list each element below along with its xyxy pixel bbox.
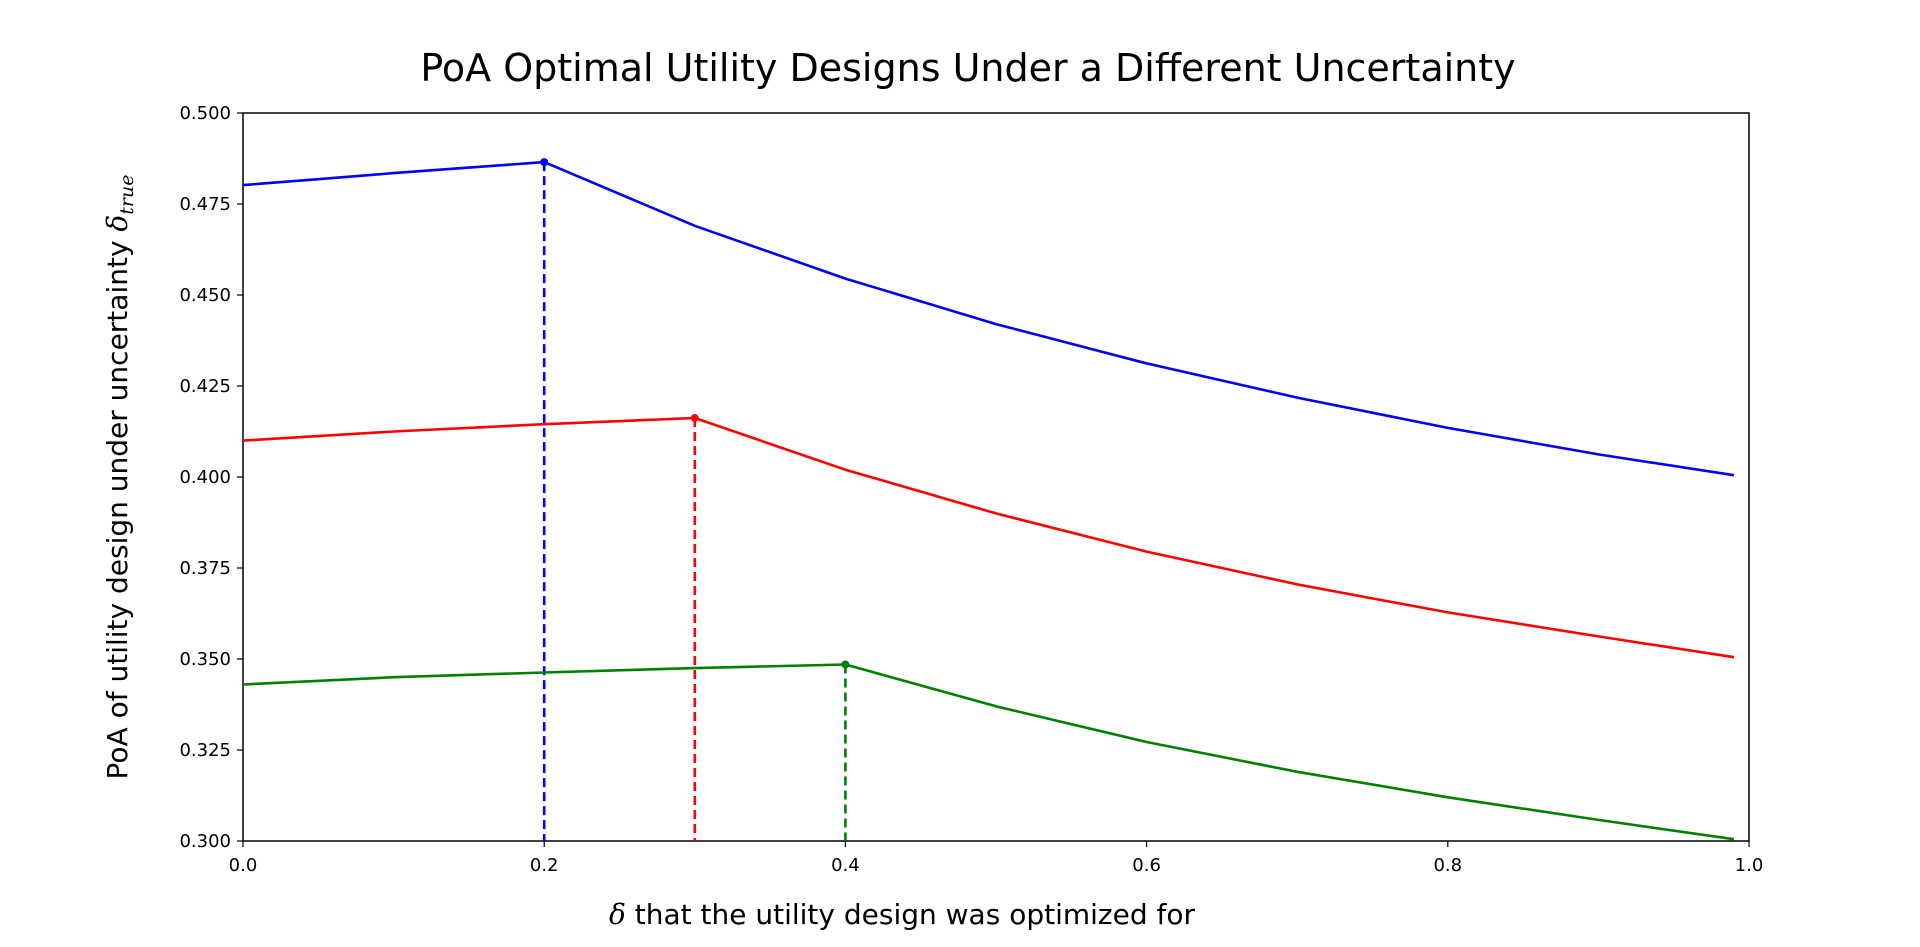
- series-layer: [242, 158, 1735, 841]
- x-tick-label: 0.6: [1132, 855, 1161, 876]
- y-tick-label: 0.350: [179, 649, 231, 670]
- series-line-0: [242, 160, 1735, 477]
- x-tick-label: 0.8: [1433, 855, 1462, 876]
- y-tick-label: 0.400: [179, 467, 231, 488]
- x-axis: 0.0 0.2 0.4 0.6 0.8 1.0: [229, 841, 1764, 876]
- y-axis: 0.300 0.325 0.350 0.375 0.400 0.425 0.450 0.475…: [179, 103, 243, 852]
- y-tick-label: 0.450: [179, 285, 231, 306]
- y-tick-label: 0.325: [179, 740, 231, 761]
- peak-point-2: [841, 660, 850, 669]
- y-axis-label-subscript: true: [116, 175, 138, 215]
- x-axis-label-symbol: δ: [609, 898, 626, 931]
- x-tick-label: 1.0: [1735, 855, 1764, 876]
- y-tick-label: 0.375: [179, 558, 231, 579]
- peak-point-0: [540, 158, 549, 167]
- series-line-1: [242, 416, 1735, 659]
- y-tick-label: 0.300: [179, 831, 231, 852]
- y-axis-label-text: PoA of utility design under uncertainty: [101, 232, 134, 780]
- series-line-2: [242, 663, 1735, 841]
- y-tick-label: 0.500: [179, 103, 231, 124]
- y-axis-label: PoA of utility design under uncertainty …: [101, 175, 138, 780]
- x-tick-label: 0.4: [831, 855, 860, 876]
- y-tick-label: 0.475: [179, 194, 231, 215]
- x-tick-label: 0.0: [229, 855, 258, 876]
- peak-point-1: [690, 414, 699, 423]
- y-tick-label: 0.425: [179, 376, 231, 397]
- x-axis-label: δ that the utility design was optimized …: [609, 898, 1196, 931]
- plot-area-frame: [242, 112, 1750, 842]
- y-axis-label-symbol: δ: [101, 215, 134, 232]
- chart-title: PoA Optimal Utility Designs Under a Diff…: [420, 46, 1515, 90]
- x-tick-label: 0.2: [530, 855, 559, 876]
- x-axis-label-text: that the utility design was optimized fo…: [626, 898, 1196, 931]
